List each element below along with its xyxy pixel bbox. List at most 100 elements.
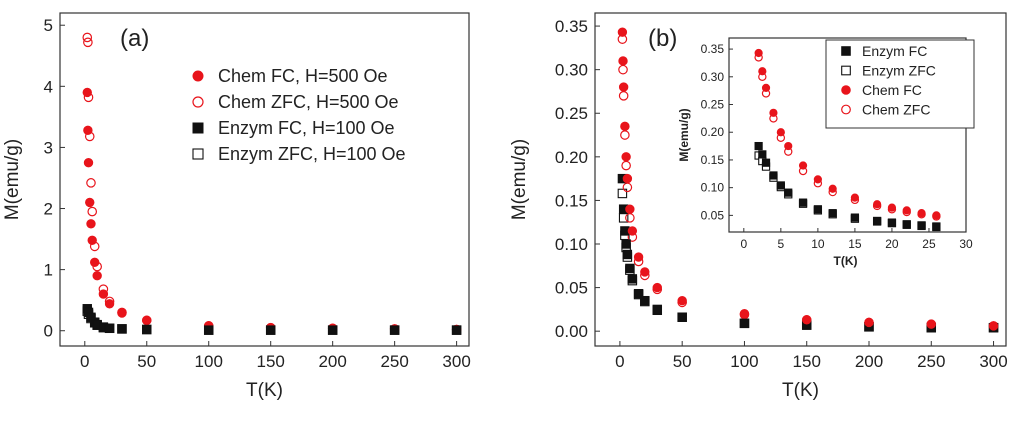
inset-data-point — [758, 67, 767, 76]
inset-data-point — [932, 211, 941, 220]
data-point — [621, 239, 631, 249]
inset-data-point — [873, 200, 882, 209]
y-tick-label: 0.00 — [555, 322, 588, 341]
inset-data-point — [902, 206, 911, 215]
data-point — [640, 267, 650, 277]
y-tick-label: 0 — [44, 322, 53, 341]
data-point — [86, 219, 96, 229]
inset-x-axis-label: T(K) — [834, 254, 858, 268]
inset-x-tick-label: 20 — [885, 237, 899, 251]
data-point — [87, 206, 98, 217]
inset-y-tick-label: 0.35 — [701, 42, 725, 56]
inset-data-point — [784, 141, 793, 151]
data-point — [640, 295, 650, 306]
x-tick-label: 150 — [793, 352, 821, 371]
inset-x-tick-label: 25 — [922, 237, 936, 251]
inset-data-point — [784, 188, 793, 197]
legend-label: Chem ZFC, H=500 Oe — [218, 92, 399, 112]
legend-marker — [192, 148, 204, 160]
legend-marker — [192, 122, 204, 134]
x-tick-label: 300 — [979, 352, 1007, 371]
x-tick-label: 250 — [380, 352, 408, 371]
inset-data-point — [813, 175, 822, 184]
inset-data-point — [902, 220, 911, 229]
legend-label: Chem FC — [862, 82, 922, 98]
inset-data-point — [932, 222, 941, 231]
legend-marker — [192, 96, 204, 108]
data-point — [142, 324, 152, 335]
data-point — [204, 325, 214, 335]
y-tick-label: 0.15 — [555, 191, 588, 210]
series-chem-fc — [617, 27, 999, 331]
plot-frame — [594, 12, 1007, 347]
panel-label: (b) — [648, 25, 677, 52]
data-point — [622, 182, 633, 193]
inset-data-point — [813, 205, 822, 214]
inset-frame — [728, 37, 967, 233]
data-point — [739, 309, 750, 319]
inset-data-point — [887, 203, 897, 212]
inset-data-point — [828, 184, 837, 193]
y-tick-label: 5 — [44, 16, 53, 35]
data-point — [620, 130, 630, 140]
data-point — [117, 308, 127, 318]
legend-marker — [192, 70, 204, 82]
y-tick-label: 0.35 — [555, 17, 588, 36]
legend-marker — [841, 85, 851, 95]
inset-data-point — [758, 150, 767, 159]
inset-data-point — [917, 209, 926, 218]
inset-data-point — [776, 128, 785, 137]
data-point — [104, 299, 115, 309]
chart-panel-b: 0 50 100 150 200 250 3000.000.050.100.150.200.… — [509, 12, 1008, 401]
chart-panel-a: 0 50 100 150 200 250 300 0 1 2 3 4 5 T(K) M(emu/g) (a) C… — [2, 12, 471, 401]
x-tick-label: 50 — [137, 352, 156, 371]
data-point — [389, 325, 400, 335]
data-point — [86, 178, 96, 188]
data-point — [265, 325, 276, 335]
y-tick-label: 0.25 — [555, 104, 588, 123]
inset-data-point — [761, 158, 771, 167]
data-point — [618, 91, 629, 101]
data-point — [83, 157, 94, 168]
legend-marker — [841, 46, 851, 56]
x-axis-label: T(K) — [246, 380, 283, 401]
legend-label: Enzym FC, H=100 Oe — [218, 118, 395, 138]
data-point — [633, 288, 644, 299]
x-tick-label: 150 — [257, 352, 285, 371]
inset-data-point — [850, 213, 860, 222]
inset-y-tick-label: 0.20 — [701, 125, 725, 139]
data-point — [83, 37, 93, 48]
y-tick-label: 0.05 — [555, 279, 588, 298]
data-point — [90, 257, 100, 267]
inset-data-point — [754, 48, 763, 58]
data-point — [82, 87, 92, 98]
inset-data-point — [769, 171, 778, 180]
plot-frame — [59, 12, 470, 347]
data-point — [83, 125, 93, 136]
data-point — [677, 312, 687, 322]
y-axis-label: M(emu/g) — [2, 139, 23, 220]
inset-x-tick-label: 15 — [848, 237, 862, 251]
legend-label: Chem ZFC — [862, 102, 930, 118]
data-point — [625, 263, 635, 274]
data-point — [620, 121, 630, 132]
legend-label: Enzym ZFC — [862, 63, 936, 79]
legend-label: Enzym ZFC, H=100 Oe — [218, 144, 406, 164]
y-tick-label: 3 — [44, 138, 53, 157]
inset-data-point — [769, 108, 778, 117]
data-point — [98, 289, 109, 299]
data-point — [652, 282, 662, 293]
data-point — [117, 324, 127, 334]
data-point — [87, 235, 97, 245]
data-point — [802, 315, 812, 325]
inset-y-tick-label: 0.10 — [701, 181, 725, 195]
data-point — [92, 271, 102, 281]
y-tick-label: 4 — [44, 77, 53, 96]
data-point — [652, 304, 662, 315]
data-point — [622, 249, 633, 260]
inset-x-tick-label: 10 — [811, 237, 825, 251]
inset-data-point — [887, 218, 897, 227]
y-tick-label: 0.30 — [555, 61, 588, 80]
inset-data-point — [850, 193, 860, 202]
data-point — [621, 152, 631, 162]
